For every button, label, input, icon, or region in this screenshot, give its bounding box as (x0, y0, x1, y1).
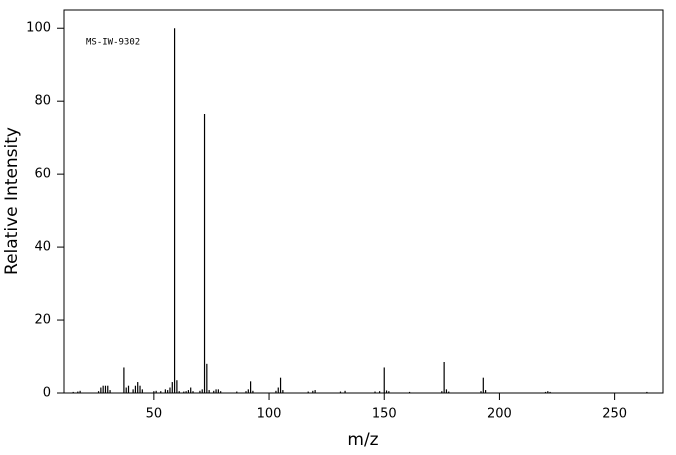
x-axis-title: m/z (347, 430, 378, 450)
y-tick-label: 20 (34, 313, 51, 328)
y-tick-label: 0 (43, 386, 51, 401)
y-tick-label: 100 (26, 21, 51, 36)
x-tick-label: 150 (372, 407, 397, 422)
plot-frame (63, 9, 664, 394)
annotation: MS-IW-9302 (86, 38, 140, 48)
y-tick-label: 80 (34, 94, 51, 109)
x-tick-label: 200 (487, 407, 512, 422)
x-tick-label: 100 (257, 407, 282, 422)
x-tick-label: 50 (146, 407, 163, 422)
y-axis-title: Relative Intensity (2, 127, 22, 275)
x-tick-label: 250 (602, 407, 627, 422)
y-tick-label: 60 (34, 167, 51, 182)
y-tick-label: 40 (34, 240, 51, 255)
